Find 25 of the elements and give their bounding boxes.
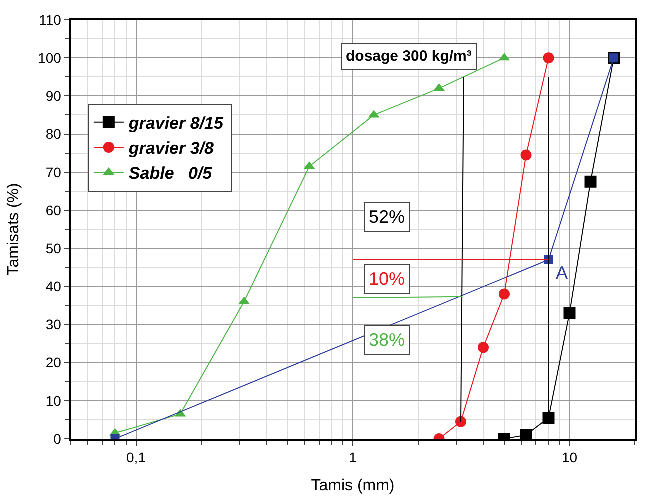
annotation: 10% — [369, 269, 406, 289]
legend-label: gravier 8/15 — [128, 114, 224, 133]
y-axis-title: Tamisats (%) — [5, 183, 22, 276]
y-tick-label: 70 — [46, 164, 62, 180]
annotation: 52% — [369, 207, 406, 227]
x-tick-label: 0,1 — [126, 450, 146, 466]
y-tick-label: 60 — [46, 202, 62, 218]
y-tick-label: 100 — [38, 50, 62, 66]
x-tick-label: 10 — [562, 450, 578, 466]
y-tick-label: 110 — [39, 12, 62, 28]
y-tick-label: 90 — [46, 88, 62, 104]
annotation: dosage 300 kg/m³ — [346, 48, 472, 65]
legend-label: Sable 0/5 — [128, 164, 213, 184]
annotation: A — [556, 263, 568, 283]
x-tick-label: 1 — [349, 450, 358, 466]
y-tick-label: 80 — [46, 126, 62, 142]
y-tick-label: 10 — [46, 392, 62, 409]
x-axis-title: Tamis (mm) — [311, 478, 395, 495]
y-tick-label: 20 — [46, 354, 62, 371]
y-tick-label: 50 — [46, 240, 62, 256]
annotation: 38% — [369, 330, 406, 350]
legend-label: gravier 3/8 — [128, 139, 215, 158]
y-tick-label: 40 — [46, 278, 62, 295]
y-tick-label: 0 — [54, 430, 62, 447]
y-tick-label: 30 — [46, 316, 62, 333]
